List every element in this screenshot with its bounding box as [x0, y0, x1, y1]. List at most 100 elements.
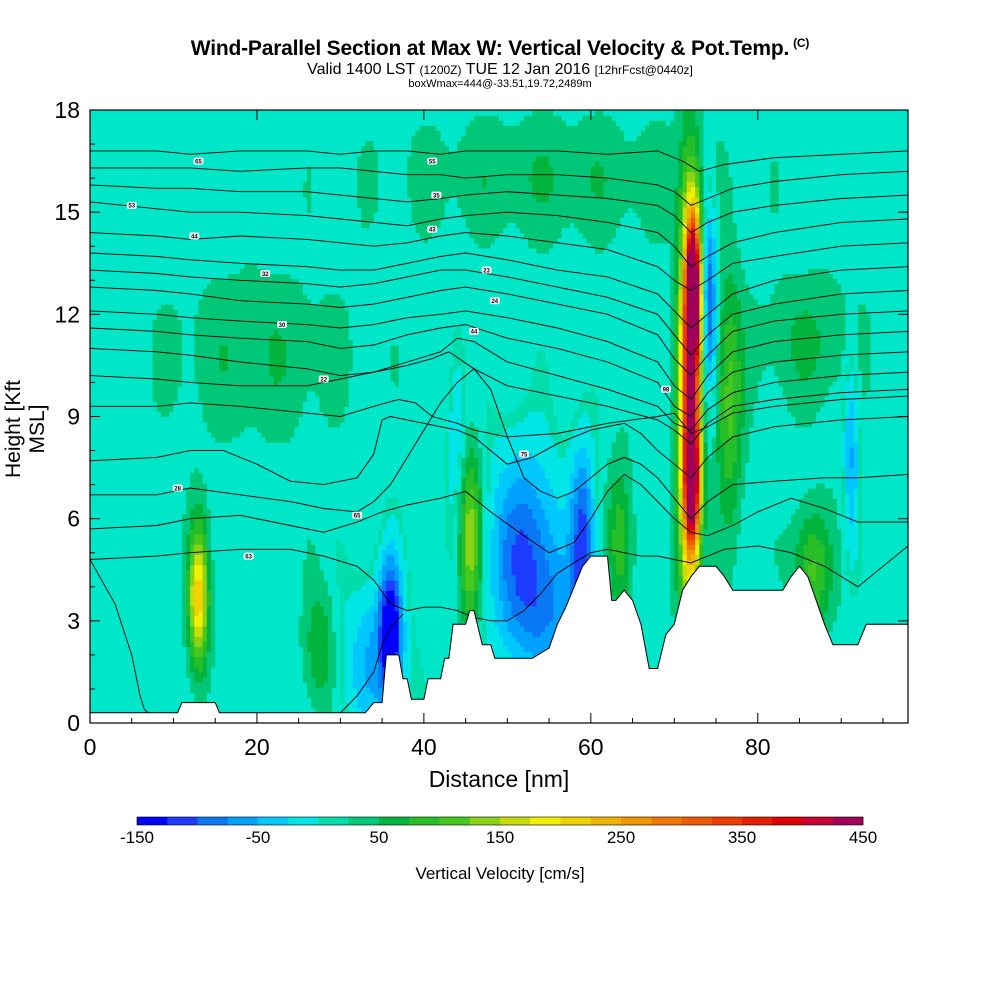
- w-cell: [131, 544, 137, 550]
- w-cell: [190, 477, 195, 484]
- w-cell: [215, 610, 220, 617]
- w-cell: [240, 293, 246, 300]
- w-cell: [202, 523, 208, 530]
- w-cell: [165, 431, 170, 438]
- w-cell: [211, 539, 216, 545]
- w-cell: [127, 191, 133, 198]
- w-cell: [106, 385, 112, 392]
- w-cell: [190, 513, 195, 520]
- w-cell: [106, 324, 112, 331]
- w-cell: [194, 477, 200, 484]
- w-cell: [244, 161, 250, 167]
- w-cell: [127, 324, 133, 331]
- w-cell: [194, 125, 200, 132]
- w-cell: [206, 549, 212, 556]
- w-cell: [98, 656, 104, 663]
- w-cell: [240, 687, 246, 693]
- w-cell: [165, 135, 170, 142]
- w-cell: [140, 406, 145, 412]
- w-cell: [236, 365, 241, 372]
- w-cell: [135, 462, 141, 469]
- w-cell: [261, 488, 266, 494]
- w-cell: [127, 467, 133, 474]
- w-cell: [127, 625, 133, 632]
- w-cell: [231, 324, 237, 331]
- w-cell: [119, 120, 124, 126]
- w-cell: [102, 641, 108, 647]
- w-cell: [148, 447, 154, 453]
- w-cell: [110, 222, 116, 229]
- w-cell: [181, 421, 187, 428]
- w-cell: [110, 304, 116, 310]
- w-cell: [261, 426, 266, 433]
- w-cell: [256, 263, 262, 269]
- w-cell: [106, 585, 112, 591]
- w-cell: [236, 161, 241, 167]
- w-cell: [206, 370, 212, 377]
- w-cell: [173, 299, 179, 305]
- w-cell: [165, 242, 170, 249]
- w-cell: [177, 115, 183, 121]
- w-cell: [252, 145, 258, 152]
- w-cell: [106, 671, 112, 678]
- w-cell: [252, 390, 258, 397]
- w-cell: [215, 452, 220, 458]
- w-cell: [181, 482, 187, 489]
- w-cell: [181, 355, 187, 361]
- w-cell: [240, 120, 246, 126]
- w-cell: [227, 125, 233, 132]
- w-cell: [144, 666, 150, 673]
- w-cell: [256, 646, 262, 653]
- w-cell: [256, 620, 262, 627]
- w-cell: [115, 702, 120, 709]
- w-cell: [198, 171, 204, 178]
- w-cell: [185, 625, 191, 632]
- w-cell: [156, 452, 162, 458]
- w-cell: [219, 457, 225, 464]
- w-cell: [181, 115, 187, 121]
- w-cell: [198, 314, 204, 321]
- w-cell: [231, 574, 237, 581]
- w-cell: [106, 533, 112, 540]
- w-cell: [165, 186, 170, 193]
- w-cell: [244, 671, 250, 678]
- w-cell: [236, 304, 241, 310]
- w-cell: [152, 595, 158, 601]
- w-cell: [181, 615, 187, 622]
- w-cell: [160, 636, 166, 642]
- w-cell: [148, 595, 154, 601]
- w-cell: [123, 181, 129, 188]
- w-cell: [152, 385, 158, 392]
- w-cell: [160, 646, 166, 653]
- w-cell: [256, 140, 262, 147]
- w-cell: [156, 375, 162, 382]
- w-cell: [206, 559, 212, 566]
- w-cell: [119, 319, 124, 326]
- w-cell: [240, 416, 246, 423]
- w-cell: [115, 191, 120, 198]
- w-cell: [202, 314, 208, 321]
- w-cell: [119, 702, 124, 709]
- w-cell: [248, 697, 254, 704]
- w-cell: [90, 682, 95, 688]
- w-cell: [156, 171, 162, 178]
- w-cell: [140, 620, 145, 627]
- w-cell: [119, 615, 124, 622]
- w-cell: [185, 253, 191, 259]
- w-cell: [256, 436, 262, 443]
- w-cell: [127, 135, 133, 142]
- w-cell: [110, 702, 116, 709]
- w-cell: [252, 324, 258, 331]
- w-cell: [127, 513, 133, 520]
- w-cell: [131, 431, 137, 438]
- w-cell: [140, 365, 145, 372]
- w-cell: [106, 186, 112, 193]
- w-cell: [173, 253, 179, 259]
- w-cell: [240, 467, 246, 474]
- w-cell: [90, 278, 95, 285]
- w-cell: [194, 467, 200, 474]
- w-cell: [156, 227, 162, 234]
- w-cell: [252, 207, 258, 213]
- w-cell: [144, 258, 150, 264]
- w-cell: [94, 396, 99, 402]
